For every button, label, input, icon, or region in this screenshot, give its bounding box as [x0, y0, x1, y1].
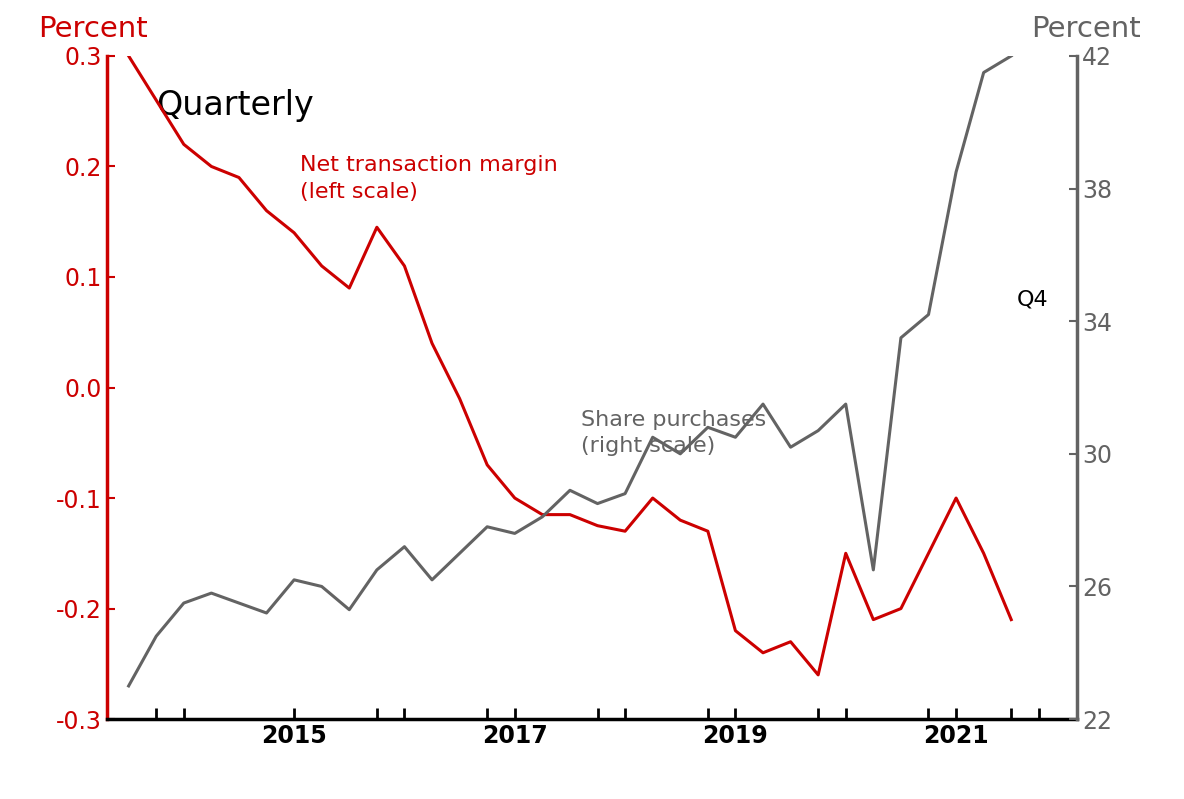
Text: Q4: Q4 — [1017, 289, 1048, 309]
Text: Net transaction margin
(left scale): Net transaction margin (left scale) — [300, 155, 558, 202]
Text: Share purchases
(right scale): Share purchases (right scale) — [581, 410, 766, 456]
Text: Percent: Percent — [39, 14, 148, 42]
Text: Percent: Percent — [1031, 14, 1140, 42]
Text: Quarterly: Quarterly — [156, 89, 314, 122]
